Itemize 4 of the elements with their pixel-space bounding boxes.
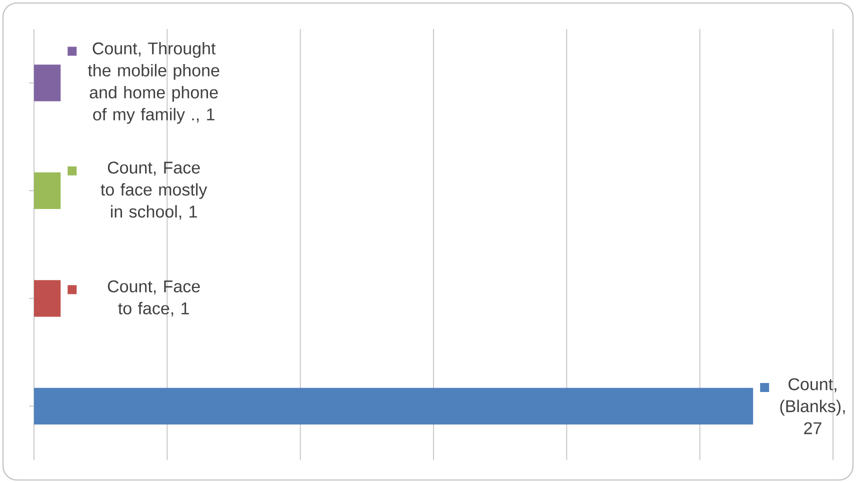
data-label: Count, Throught the mobile phone and home phone of my family ., 1 — [88, 42, 220, 124]
data-label: Count, (Blanks), 27 — [780, 378, 845, 434]
data-label: Count, Face to face, 1 — [108, 280, 200, 316]
data-label: Count, Face to face mostly in school, 1 — [100, 162, 208, 220]
